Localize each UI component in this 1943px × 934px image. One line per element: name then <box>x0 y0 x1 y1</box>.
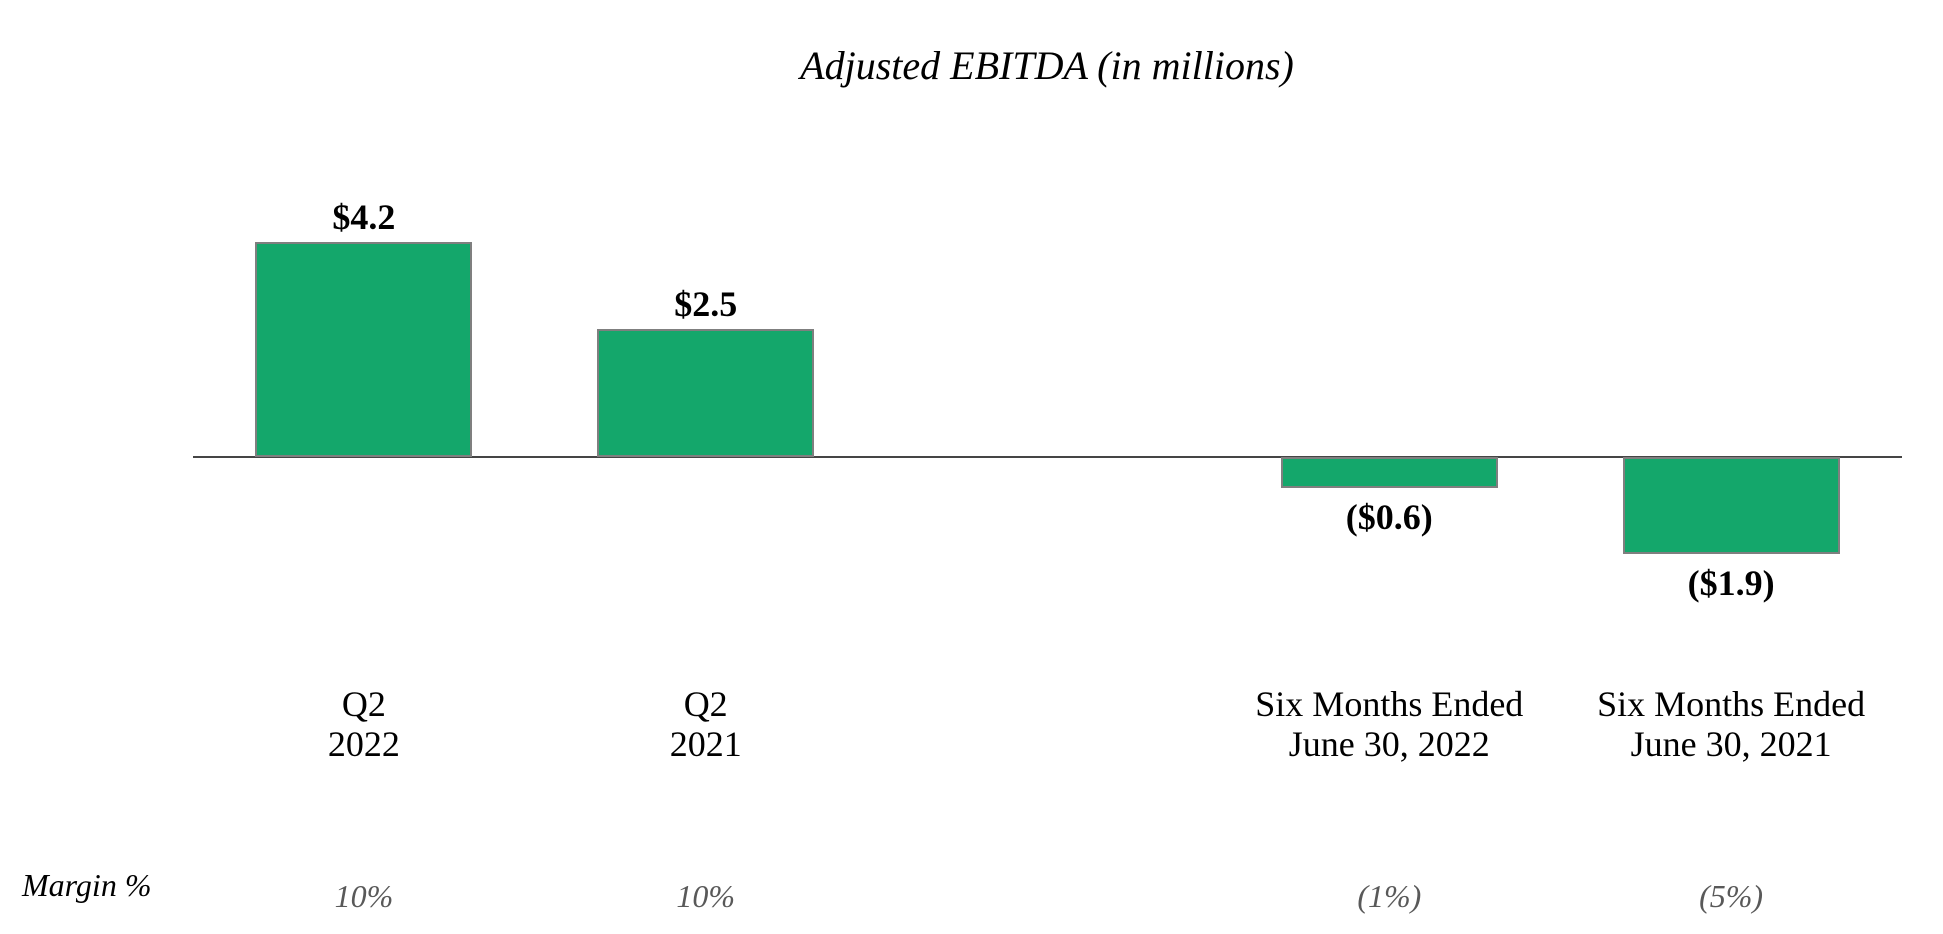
margin-value-2: 10% <box>676 878 736 914</box>
chart-title: Adjusted EBITDA (in millions) <box>800 43 1294 88</box>
margin-value-3: (1%) <box>1357 878 1422 914</box>
margin-value-1: 10% <box>334 878 394 914</box>
margin-value-4: (5%) <box>1699 878 1764 914</box>
bar-4 <box>1622 457 1840 555</box>
value-label-3: ($0.6) <box>1345 496 1433 537</box>
bar-1 <box>255 241 473 457</box>
x-axis-line <box>193 456 1902 458</box>
margin-axis-label: Margin % <box>22 867 152 903</box>
category-label-1: Q2 2022 <box>327 684 400 764</box>
value-label-2: $2.5 <box>674 283 738 324</box>
category-label-2: Q2 2021 <box>669 684 742 764</box>
value-label-1: $4.2 <box>332 196 396 237</box>
value-label-4: ($1.9) <box>1687 563 1775 604</box>
category-label-4: Six Months Ended June 30, 2021 <box>1597 684 1866 764</box>
bar-2 <box>597 328 815 457</box>
category-label-3: Six Months Ended June 30, 2022 <box>1255 684 1524 764</box>
bar-3 <box>1280 457 1498 488</box>
